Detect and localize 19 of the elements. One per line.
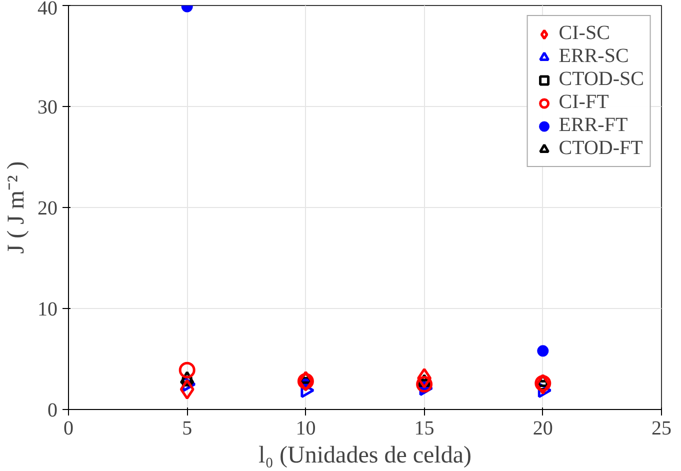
legend-label: CTOD-SC [558, 68, 644, 91]
x-tick-label: 25 [652, 418, 672, 440]
y-tick-label: 30 [38, 96, 58, 118]
y-axis-title: J ( J m⁻² ) [4, 161, 30, 254]
x-axis-title: l₀ (Unidades de celda) [258, 442, 472, 468]
y-tick-label: 20 [38, 198, 58, 220]
x-tick-label: 0 [64, 418, 74, 440]
y-tick-label: 10 [38, 298, 58, 320]
x-tick-label: 10 [296, 418, 316, 440]
x-tick-label: 5 [182, 418, 192, 440]
legend-label: CI-SC [558, 22, 610, 45]
legend-label: CI-FT [558, 91, 609, 114]
y-tick-label: 40 [38, 0, 58, 20]
x-tick-label: 15 [414, 418, 434, 440]
legend-label: ERR-FT [558, 114, 628, 137]
y-tick-label: 0 [48, 400, 58, 422]
x-tick-label: 20 [532, 418, 553, 440]
legend-label: CTOD-FT [558, 137, 643, 160]
legend-label: ERR-SC [558, 45, 629, 68]
